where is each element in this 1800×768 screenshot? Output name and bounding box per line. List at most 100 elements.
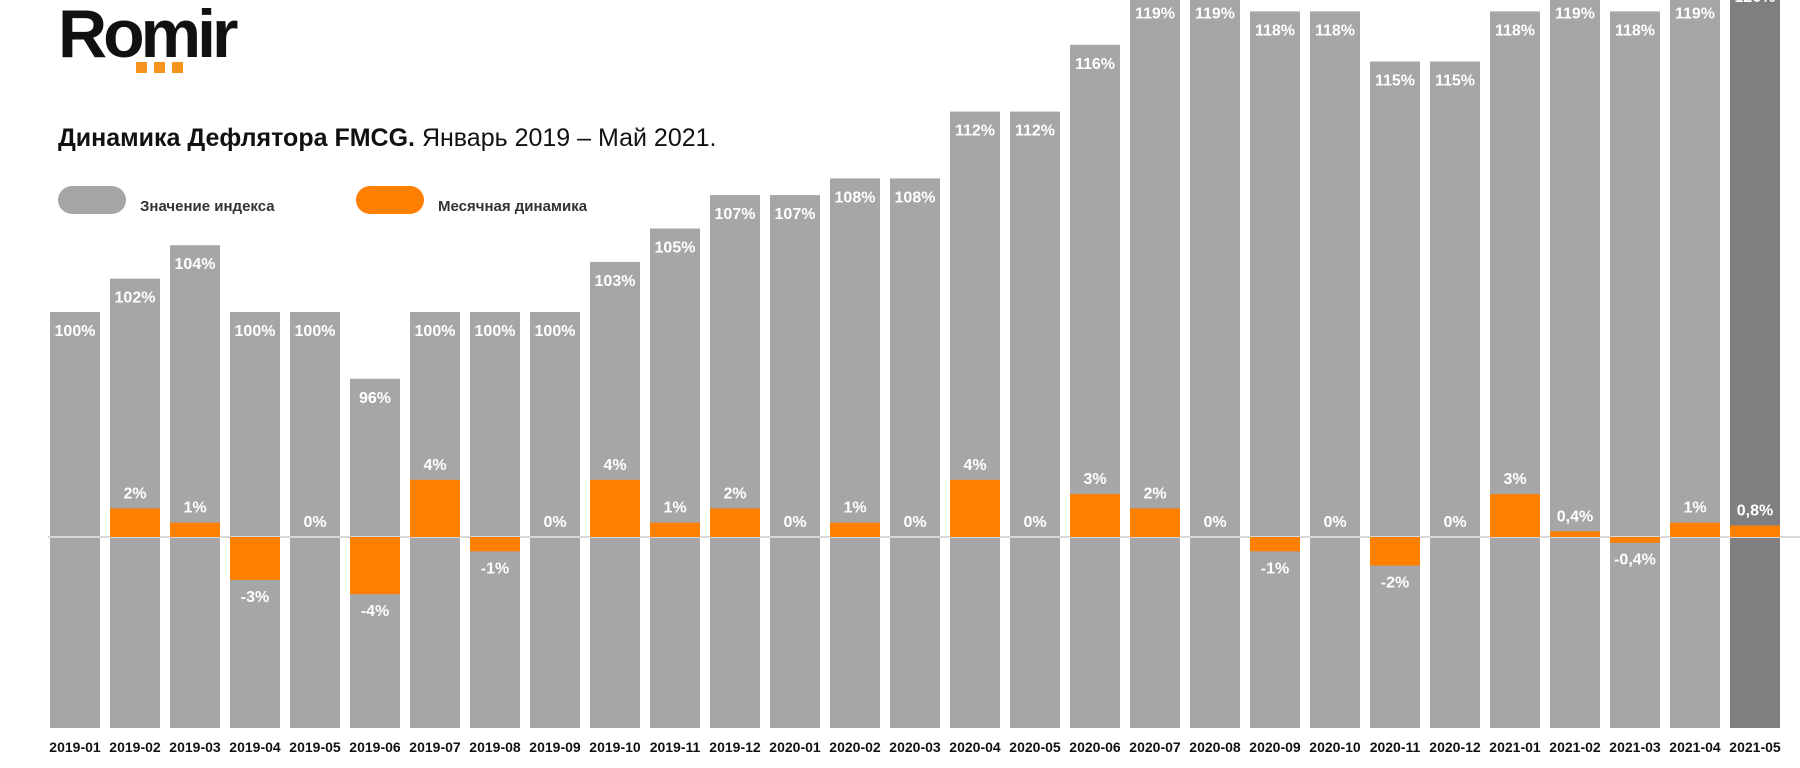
- index-bar: [1550, 0, 1600, 728]
- category-label: 2019-08: [469, 739, 521, 755]
- chart-title-bold: Динамика Дефлятора FMCG.: [58, 124, 415, 152]
- index-bar: [470, 312, 520, 728]
- category-label: 2020-07: [1129, 739, 1181, 755]
- index-label: 116%: [1075, 56, 1115, 73]
- change-label: 0%: [1203, 514, 1226, 531]
- category-label: 2020-01: [769, 739, 821, 755]
- index-label: 112%: [1015, 123, 1055, 140]
- legend-label-index: Значение индекса: [140, 198, 275, 215]
- index-bar: [1430, 61, 1480, 728]
- category-label: 2020-11: [1370, 739, 1421, 755]
- change-label: 1%: [843, 500, 866, 517]
- index-bar: [950, 111, 1000, 729]
- index-label: 118%: [1315, 22, 1355, 39]
- index-bar: [290, 312, 340, 728]
- index-label: 100%: [415, 323, 456, 340]
- index-label: 118%: [1495, 22, 1535, 39]
- change-label: -1%: [1261, 560, 1289, 577]
- index-label: 100%: [535, 323, 576, 340]
- index-bar: [1610, 11, 1660, 728]
- change-bar: [830, 522, 880, 537]
- index-bar: [110, 278, 160, 728]
- index-label: 112%: [955, 123, 995, 140]
- index-label: 107%: [715, 206, 756, 223]
- index-bar: [530, 312, 580, 728]
- change-label: 1%: [663, 500, 686, 517]
- change-bar: [710, 508, 760, 537]
- change-label: 0%: [1323, 514, 1346, 531]
- change-bar: [1610, 537, 1660, 543]
- romir-logo: Romir: [58, 0, 278, 80]
- category-label: 2019-05: [289, 739, 341, 755]
- index-label: 115%: [1435, 73, 1475, 90]
- change-label: 0%: [783, 514, 806, 531]
- index-bar: [1010, 111, 1060, 729]
- index-label: 104%: [175, 256, 216, 273]
- index-label: 107%: [775, 206, 816, 223]
- logo-dot: [154, 62, 165, 73]
- change-bar: [1070, 494, 1120, 537]
- index-bar: [50, 312, 100, 728]
- index-label: 102%: [115, 290, 156, 307]
- category-label: 2019-09: [529, 739, 581, 755]
- category-label: 2019-04: [229, 739, 281, 755]
- index-label: 118%: [1255, 22, 1295, 39]
- category-label: 2019-07: [409, 739, 461, 755]
- change-bar: [1730, 525, 1780, 537]
- change-bar: [230, 537, 280, 580]
- category-label: 2020-08: [1189, 739, 1241, 755]
- change-label: 2%: [723, 485, 746, 502]
- change-label: 1%: [183, 500, 206, 517]
- change-label: 1%: [1683, 500, 1706, 517]
- change-label: 2%: [1143, 485, 1166, 502]
- index-bar: [1670, 0, 1720, 728]
- index-bar: [710, 195, 760, 729]
- index-bar: [1190, 0, 1240, 728]
- chart-title-period: Январь 2019 – Май 2021.: [415, 124, 717, 152]
- index-bar: [230, 312, 280, 728]
- category-label: 2021-03: [1609, 739, 1661, 755]
- index-bar: [650, 228, 700, 728]
- change-label: -4%: [361, 603, 389, 620]
- logo-dot: [172, 62, 183, 73]
- index-label: 119%: [1195, 6, 1235, 23]
- category-label: 2020-04: [949, 739, 1001, 755]
- index-label: 108%: [835, 189, 876, 206]
- index-label: 100%: [295, 323, 336, 340]
- change-bar: [410, 479, 460, 537]
- category-label: 2020-02: [829, 739, 881, 755]
- logo-dot: [136, 62, 147, 73]
- index-label: 119%: [1555, 6, 1595, 23]
- category-label: 2019-01: [49, 739, 101, 755]
- index-label: 100%: [475, 323, 516, 340]
- change-label: -2%: [1381, 575, 1409, 592]
- change-bar: [1490, 494, 1540, 537]
- change-label: 4%: [423, 457, 446, 474]
- index-label: 103%: [595, 273, 636, 290]
- change-bar: [650, 522, 700, 537]
- change-label: 0%: [1023, 514, 1046, 531]
- category-label: 2020-06: [1069, 739, 1121, 755]
- logo-text: Romir: [58, 0, 238, 72]
- change-label: 3%: [1503, 471, 1526, 488]
- index-bar: [1250, 11, 1300, 728]
- category-label: 2020-03: [889, 739, 941, 755]
- category-label: 2021-01: [1489, 739, 1541, 755]
- change-bar: [1550, 531, 1600, 537]
- index-bar: [1310, 11, 1360, 728]
- index-bar: [1490, 11, 1540, 728]
- change-label: 0,8%: [1737, 503, 1773, 520]
- index-bar: [830, 178, 880, 728]
- change-label: 2%: [123, 485, 146, 502]
- category-label: 2020-12: [1429, 739, 1481, 755]
- change-label: 0%: [1443, 514, 1466, 531]
- index-bar: [1730, 0, 1780, 728]
- change-bar: [170, 522, 220, 537]
- change-bar: [110, 508, 160, 537]
- change-bar: [950, 479, 1000, 537]
- category-label: 2021-02: [1549, 739, 1601, 755]
- change-label: -3%: [241, 589, 269, 606]
- change-bar: [1130, 508, 1180, 537]
- change-bar: [1370, 537, 1420, 566]
